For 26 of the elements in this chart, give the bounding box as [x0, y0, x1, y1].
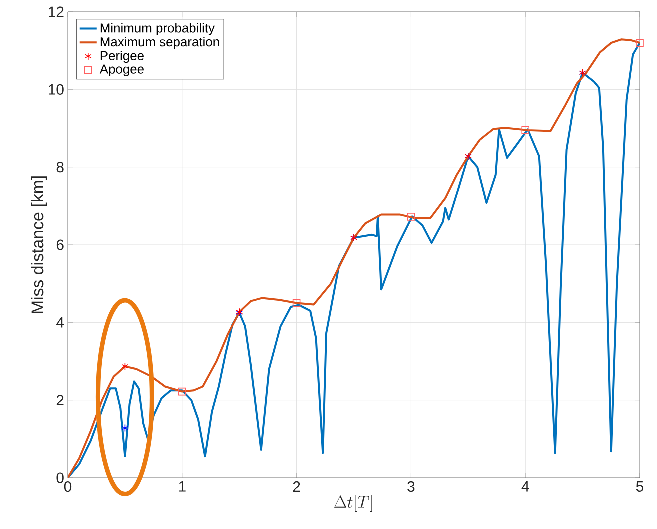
y-tick-label: 8 — [56, 162, 64, 173]
y-tick-label: 12 — [49, 6, 64, 18]
legend-label: Apogee — [100, 64, 144, 76]
x-axis-title: $\Delta t [T]$ — [334, 494, 372, 512]
x-tick-label: 1 — [179, 482, 186, 492]
y-tick-label: 6 — [56, 240, 64, 250]
y-tick-label: 10 — [49, 84, 64, 95]
y-tick-label: 0 — [56, 472, 64, 484]
legend-label: Maximum separation — [100, 37, 220, 50]
point — [122, 424, 129, 432]
y-tick-label: 4 — [56, 318, 64, 328]
legend-label: Perigee — [100, 51, 144, 64]
x-tick-label: 0 — [64, 482, 72, 492]
x-tick-label: 4 — [522, 482, 530, 492]
y-tick-label: 2 — [56, 395, 64, 406]
x-tick-label: 2 — [293, 482, 300, 492]
x-tick-label: 5 — [636, 482, 644, 492]
legend-label: Minimum probability — [100, 23, 215, 36]
x-tick-label: 3 — [408, 482, 415, 492]
point — [407, 213, 416, 221]
point — [522, 126, 530, 134]
point — [122, 362, 129, 370]
point — [178, 388, 186, 396]
point — [636, 39, 644, 47]
y-axis-title: Miss distance [km] — [31, 176, 48, 314]
point — [292, 299, 301, 308]
